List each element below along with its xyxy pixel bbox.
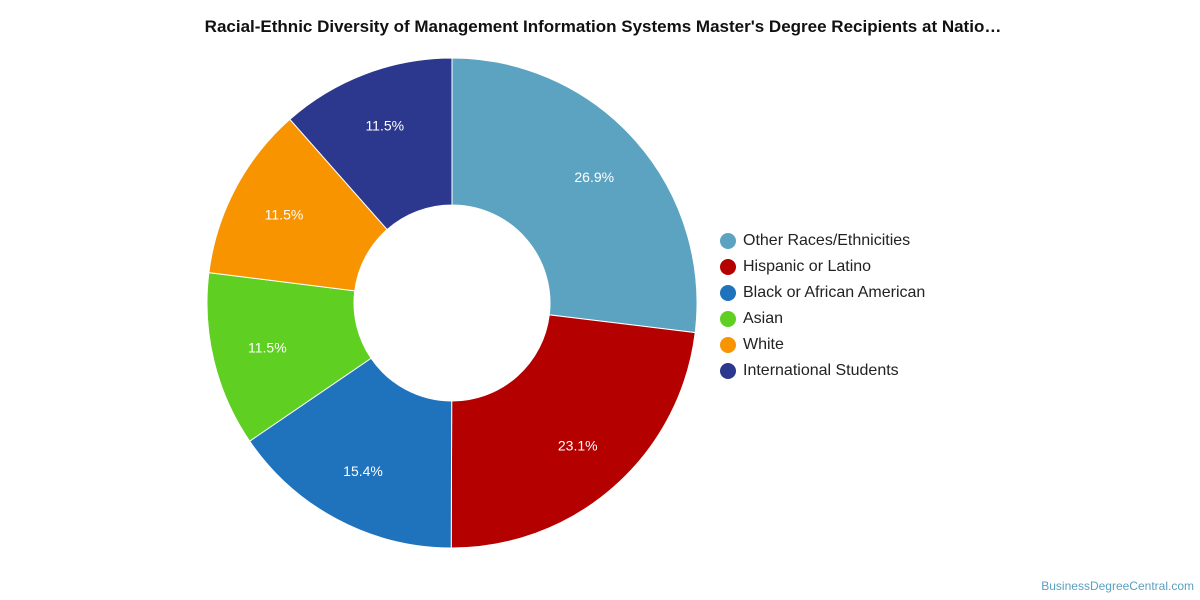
legend-swatch (720, 233, 736, 249)
legend-item-hispanic-or-latino[interactable]: Hispanic or Latino (720, 254, 925, 280)
slice-other-races-ethnicities[interactable] (451, 57, 698, 334)
legend-label: Black or African American (743, 284, 926, 301)
slice-label-international-students: 11.5% (365, 117, 404, 133)
slice-black-or-african-american[interactable] (248, 357, 453, 549)
legend-swatch (720, 337, 736, 353)
source-credit[interactable]: BusinessDegreeCentral.com (1041, 579, 1194, 593)
slice-white[interactable] (208, 118, 388, 292)
chart-title: Racial-Ethnic Diversity of Management In… (204, 17, 1002, 36)
legend-item-international-students[interactable]: International Students (720, 358, 925, 384)
donut-slices (206, 57, 698, 549)
legend-item-black-or-african-american[interactable]: Black or African American (720, 280, 925, 306)
legend-item-white[interactable]: White (720, 332, 925, 358)
legend-label: White (743, 336, 784, 353)
slice-label-hispanic-or-latino: 23.1% (558, 437, 598, 453)
slice-label-other-races-ethnicities: 26.9% (574, 169, 614, 185)
legend-label: Asian (743, 310, 784, 327)
legend-swatch (720, 363, 736, 379)
slice-hispanic-or-latino[interactable] (450, 314, 696, 549)
legend-swatch (720, 285, 736, 301)
legend-item-asian[interactable]: Asian (720, 306, 925, 332)
slice-asian[interactable] (206, 272, 372, 442)
slice-label-asian: 11.5% (248, 340, 287, 356)
legend-label: Other Races/Ethnicities (743, 232, 911, 249)
legend-swatch (720, 311, 736, 327)
legend: Other Races/Ethnicities Hispanic or Latin… (720, 228, 925, 384)
slice-labels: 26.9% 23.1% 15.4% 11.5% 11.5% 11.5% (248, 117, 614, 479)
legend-item-other-races-ethnicities[interactable]: Other Races/Ethnicities (720, 228, 925, 254)
legend-swatch (720, 259, 736, 275)
legend-label: International Students (743, 362, 899, 379)
legend-label: Hispanic or Latino (743, 258, 872, 275)
slice-label-black-or-african-american: 15.4% (343, 463, 383, 479)
slice-label-white: 11.5% (265, 206, 304, 222)
slice-international-students[interactable] (289, 57, 453, 231)
